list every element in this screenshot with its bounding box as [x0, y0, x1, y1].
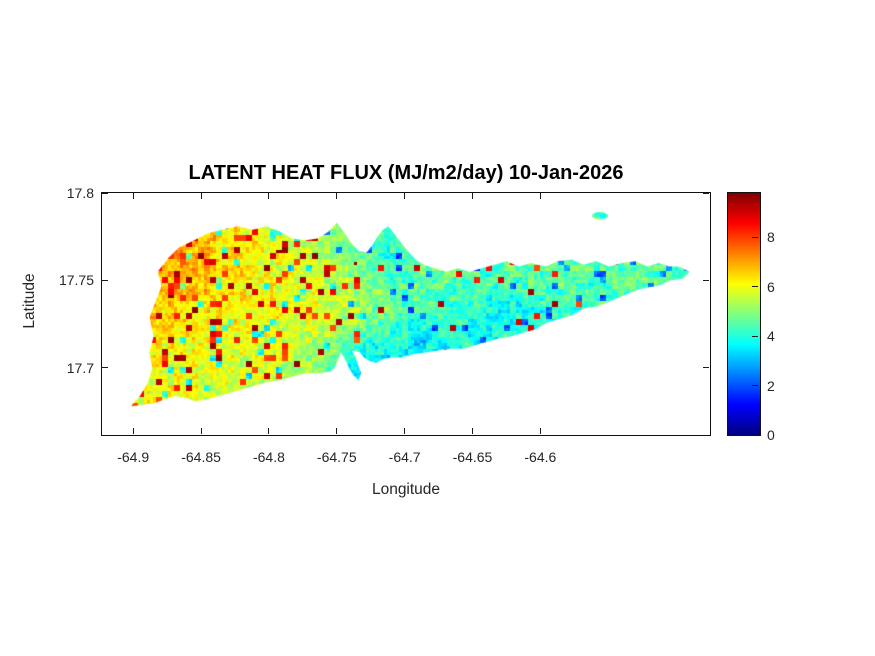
x-tick-mark-top [472, 193, 473, 199]
x-tick-mark-top [132, 193, 134, 199]
x-tick-label: -64.9 [117, 449, 150, 465]
colorbar-tick-label: 8 [767, 229, 775, 246]
colorbar-tick-mark [752, 385, 758, 387]
y-tick-mark [102, 279, 108, 281]
y-tick-mark-right [703, 367, 709, 369]
x-tick-mark [539, 428, 541, 434]
x-tick-label: -64.6 [524, 449, 557, 465]
x-tick-mark-top [539, 193, 541, 199]
y-axis-label: Latitude [21, 273, 38, 329]
x-tick-mark [472, 428, 473, 434]
x-tick-mark-top [336, 193, 338, 199]
y-tick-label: 17.75 [58, 272, 94, 289]
x-tick-mark-top [200, 193, 202, 199]
chart-title: LATENT HEAT FLUX (MJ/m2/day) 10-Jan-2026 [188, 162, 624, 184]
x-tick-mark-top [404, 193, 406, 199]
y-tick-label: 17.8 [66, 185, 94, 201]
x-axis-label: Longitude [371, 481, 441, 498]
x-tick-label: -64.65 [452, 449, 493, 465]
colorbar [727, 192, 761, 436]
colorbar-tick-mark [752, 286, 758, 288]
y-tick-mark [102, 192, 108, 194]
x-tick-mark [404, 428, 406, 434]
x-tick-label: -64.8 [252, 449, 285, 465]
plot-area [101, 192, 711, 436]
x-tick-label: -64.75 [316, 449, 357, 465]
x-tick-mark [200, 428, 202, 434]
y-tick-mark [102, 367, 108, 369]
x-tick-mark [268, 428, 270, 434]
colorbar-tick-label: 0 [767, 427, 775, 443]
y-tick-label: 17.7 [66, 359, 94, 376]
x-tick-mark [336, 428, 338, 434]
colorbar-tick-label: 4 [767, 328, 775, 345]
colorbar-tick-label: 2 [767, 377, 775, 394]
colorbar-tick-mark [752, 335, 758, 337]
heatmap-canvas [102, 193, 710, 435]
colorbar-tick-label: 6 [767, 278, 775, 295]
x-tick-label: -64.7 [388, 449, 421, 465]
y-tick-mark-right [703, 279, 709, 281]
y-tick-mark-right [703, 192, 709, 194]
x-tick-label: -64.85 [181, 449, 221, 465]
x-tick-mark-top [268, 193, 270, 199]
x-tick-mark [132, 428, 134, 434]
colorbar-tick-mark [752, 236, 758, 238]
